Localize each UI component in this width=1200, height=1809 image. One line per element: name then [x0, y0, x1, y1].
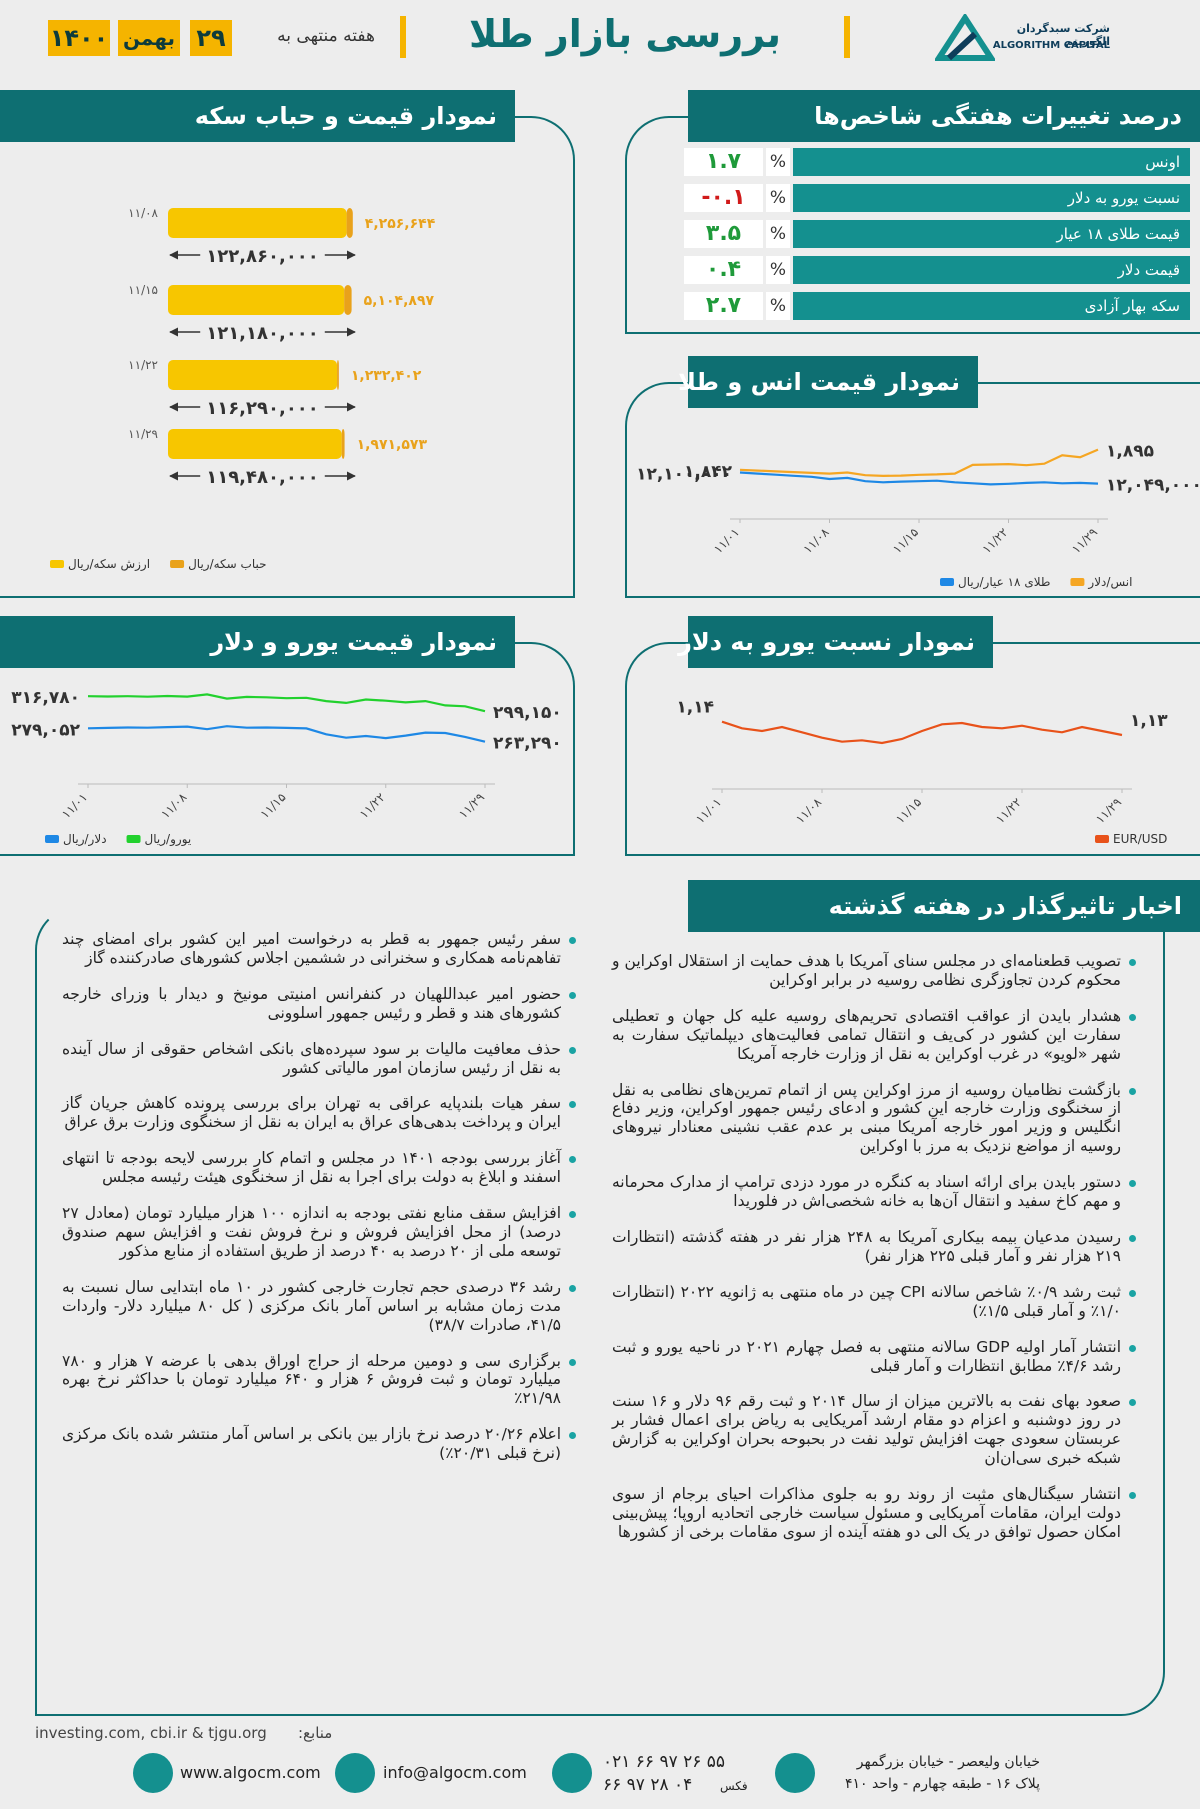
week-label: هفته منتهی به — [277, 26, 375, 46]
phone-icon — [552, 1753, 592, 1793]
section-title: نمودار قیمت انس و طلا — [678, 356, 978, 408]
company-name-en: ALGORITHM CAPITAL — [992, 40, 1110, 51]
ounce-panel — [625, 382, 1200, 598]
index-unit: % — [766, 220, 790, 248]
news-item: آغاز بررسی بودجه ۱۴۰۱ در مجلس و اتمام کا… — [62, 1149, 577, 1187]
news-item: ثبت رشد ۰/۹٪ شاخص سالانه CPI چین در ماه … — [612, 1283, 1137, 1321]
news-item: رسیدن مدعیان بیمه بیکاری آمریکا به ۲۴۸ ه… — [612, 1228, 1137, 1266]
news-item: دستور بایدن برای ارائه اسناد به کنگره در… — [612, 1173, 1137, 1211]
index-label: اونس — [793, 148, 1190, 176]
section-title: نمودار نسبت یورو به دلار — [678, 616, 993, 668]
news-item: حذف معافیت مالیات بر سود سپرده‌های بانکی… — [62, 1040, 577, 1078]
index-label: قیمت طلای ۱۸ عیار — [793, 220, 1190, 248]
divider — [844, 16, 850, 58]
address: خیابان ولیعصر - خیابان بزرگمهر — [856, 1754, 1040, 1770]
news-item: افزایش سقف منابع نفتی بودجه به اندازه ۱۰… — [62, 1204, 577, 1261]
index-value: ۳.۵ — [684, 220, 763, 248]
coin-panel — [0, 116, 575, 598]
sources-label: منابع: — [298, 1724, 333, 1742]
index-value: ۰.۴ — [684, 256, 763, 284]
news-item: سفر رئیس جمهور به قطر به درخواست امیر ای… — [62, 930, 577, 968]
month: بهمن — [118, 20, 180, 56]
page-title: بررسی بازار طلا — [468, 12, 781, 56]
year: ۱۴۰۰ — [48, 20, 110, 56]
news-item: تصویب قطعنامه‌ای در مجلس سنای آمریکا با … — [612, 952, 1137, 990]
index-label: قیمت دلار — [793, 256, 1190, 284]
logo-mark — [935, 14, 995, 61]
news-item: برگزاری سی و دومین مرحله از حراج اوراق ب… — [62, 1352, 577, 1409]
section-title: درصد تغییرات هفتگی شاخص‌ها — [688, 90, 1200, 142]
index-row: قیمت دلار% ۰.۴ — [684, 256, 1190, 284]
euro-panel — [0, 642, 575, 856]
news-item: حضور امیر عبداللهیان در کنفرانس امنیتی م… — [62, 985, 577, 1023]
news-column: سفر رئیس جمهور به قطر به درخواست امیر ای… — [62, 930, 577, 1480]
section-title: اخبار تاثیرگذار در هفته گذشته — [688, 880, 1200, 932]
news-item: انتشار سیگنال‌های مثبت از روند رو به جلو… — [612, 1485, 1137, 1542]
index-label: سکه بهار آزادی — [793, 292, 1190, 320]
section-title: نمودار قیمت یورو و دلار — [0, 616, 515, 668]
day: ۲۹ — [190, 20, 232, 56]
news-item: انتشار آمار اولیه GDP سالانه منتهی به فص… — [612, 1338, 1137, 1376]
news-item: بازگشت نظامیان روسیه از مرز اوکراین پس ا… — [612, 1081, 1137, 1157]
company-name: شرکت سبدگردان الگوریتم — [1016, 22, 1110, 48]
news-column: تصویب قطعنامه‌ای در مجلس سنای آمریکا با … — [612, 952, 1137, 1559]
index-row: قیمت طلای ۱۸ عیار% ۳.۵ — [684, 220, 1190, 248]
index-unit: % — [766, 148, 790, 176]
address: پلاک ۱۶ - طبقه چهارم - واحد ۴۱۰ — [844, 1776, 1040, 1792]
fax: ۶۶ ۹۷ ۲۸ ۰۴ — [603, 1775, 693, 1795]
mail-icon — [335, 1753, 375, 1793]
index-value: ۲.۷ — [684, 292, 763, 320]
index-unit: % — [766, 184, 790, 212]
eurusd-panel — [625, 642, 1200, 856]
email[interactable]: info@algocm.com — [383, 1763, 527, 1782]
index-row: نسبت یورو به دلار% -۰.۱ — [684, 184, 1190, 212]
sources: investing.com, cbi.ir & tjgu.org — [35, 1724, 267, 1742]
news-item: هشدار بایدن از عواقب اقتصادی تحریم‌های ر… — [612, 1007, 1137, 1064]
index-row: سکه بهار آزادی% ۲.۷ — [684, 292, 1190, 320]
website[interactable]: www.algocm.com — [180, 1763, 321, 1782]
news-item: رشد ۳۶ درصدی حجم تجارت خارجی کشور در ۱۰ … — [62, 1278, 577, 1335]
index-unit: % — [766, 256, 790, 284]
index-unit: % — [766, 292, 790, 320]
phone: ۰۲۱ ۶۶ ۹۷ ۲۶ ۵۵ — [603, 1752, 726, 1772]
news-item: اعلام ۲۰/۲۶ درصد نرخ بازار بین بانکی بر … — [62, 1425, 577, 1463]
index-label: نسبت یورو به دلار — [793, 184, 1190, 212]
news-panel — [35, 906, 1165, 1716]
location-icon — [775, 1753, 815, 1793]
index-value: ۱.۷ — [684, 148, 763, 176]
section-title: نمودار قیمت و حباب سکه — [0, 90, 515, 142]
fax-label: فکس — [720, 1779, 748, 1793]
divider — [400, 16, 406, 58]
index-row: اونس% ۱.۷ — [684, 148, 1190, 176]
index-value: -۰.۱ — [684, 184, 763, 212]
web-icon — [133, 1753, 173, 1793]
news-item: صعود بهای نفت به بالاترین میزان از سال ۲… — [612, 1392, 1137, 1468]
news-item: سفر هیات بلندپایه عراقی به تهران برای بر… — [62, 1094, 577, 1132]
